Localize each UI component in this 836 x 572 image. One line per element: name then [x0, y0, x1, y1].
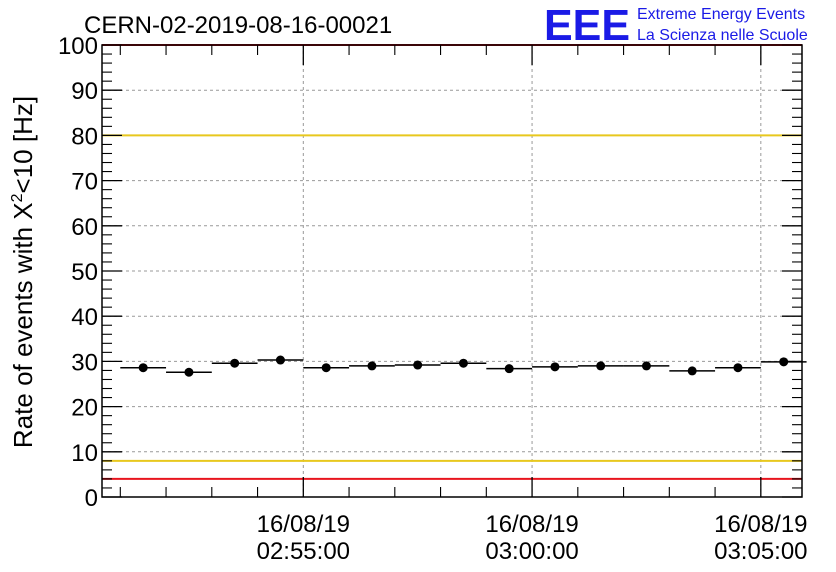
x-tick-time: 03:00:00	[485, 538, 578, 565]
data-point	[138, 363, 148, 373]
reference-lines	[102, 44, 802, 480]
y-tick-label: 70	[71, 169, 98, 196]
eee-logo-mark: EEE	[544, 1, 630, 50]
y-tick-label: 60	[71, 214, 98, 241]
eee-logo: EEE Extreme Energy Events La Scienza nel…	[544, 1, 808, 50]
axis-ticks	[102, 44, 802, 498]
eee-logo-line1: Extreme Energy Events	[637, 6, 805, 23]
data-point	[641, 361, 651, 371]
y-tick-label: 20	[71, 395, 98, 422]
y-tick-label: 0	[85, 485, 98, 512]
data-point	[504, 364, 514, 374]
y-axis-label-tail: <10 [Hz]	[8, 96, 38, 194]
y-tick-labels: 0 10 20 30 40 50 60 70 80 90 100	[58, 33, 98, 512]
data-points	[120, 355, 807, 377]
data-point	[779, 357, 789, 367]
y-tick-label: 30	[71, 349, 98, 376]
y-axis-label-main: Rate of events with X	[8, 202, 38, 448]
data-point	[596, 361, 606, 371]
x-tick-time: 03:05:00	[714, 538, 807, 565]
y-tick-label: 80	[71, 123, 98, 150]
grid	[102, 45, 802, 497]
y-tick-label: 40	[71, 304, 98, 331]
data-point	[733, 363, 743, 373]
data-point	[275, 355, 285, 365]
data-point	[184, 367, 194, 377]
x-tick-date: 16/08/19	[257, 511, 350, 538]
x-tick-time: 02:55:00	[257, 538, 350, 565]
plot-frame	[101, 44, 803, 498]
y-tick-label: 50	[71, 259, 98, 286]
data-point	[230, 358, 240, 368]
y-tick-label: 10	[71, 440, 98, 467]
x-tick-labels: 16/08/1902:55:0016/08/1903:00:0016/08/19…	[257, 511, 808, 565]
y-axis-label-sup: 2	[9, 193, 26, 202]
data-point	[367, 361, 377, 371]
data-point	[413, 360, 423, 370]
x-tick-date: 16/08/19	[714, 511, 807, 538]
eee-logo-line2: La Scienza nelle Scuole	[637, 27, 808, 44]
data-point	[321, 363, 331, 373]
data-point	[550, 362, 560, 372]
y-tick-label: 90	[71, 78, 98, 105]
data-point	[687, 366, 697, 376]
y-axis-label: Rate of events with X2<10 [Hz]	[8, 96, 38, 448]
data-point	[458, 358, 468, 368]
x-tick-date: 16/08/19	[485, 511, 578, 538]
chart-title: CERN-02-2019-08-16-00021	[84, 12, 392, 39]
y-tick-label: 100	[58, 33, 98, 60]
